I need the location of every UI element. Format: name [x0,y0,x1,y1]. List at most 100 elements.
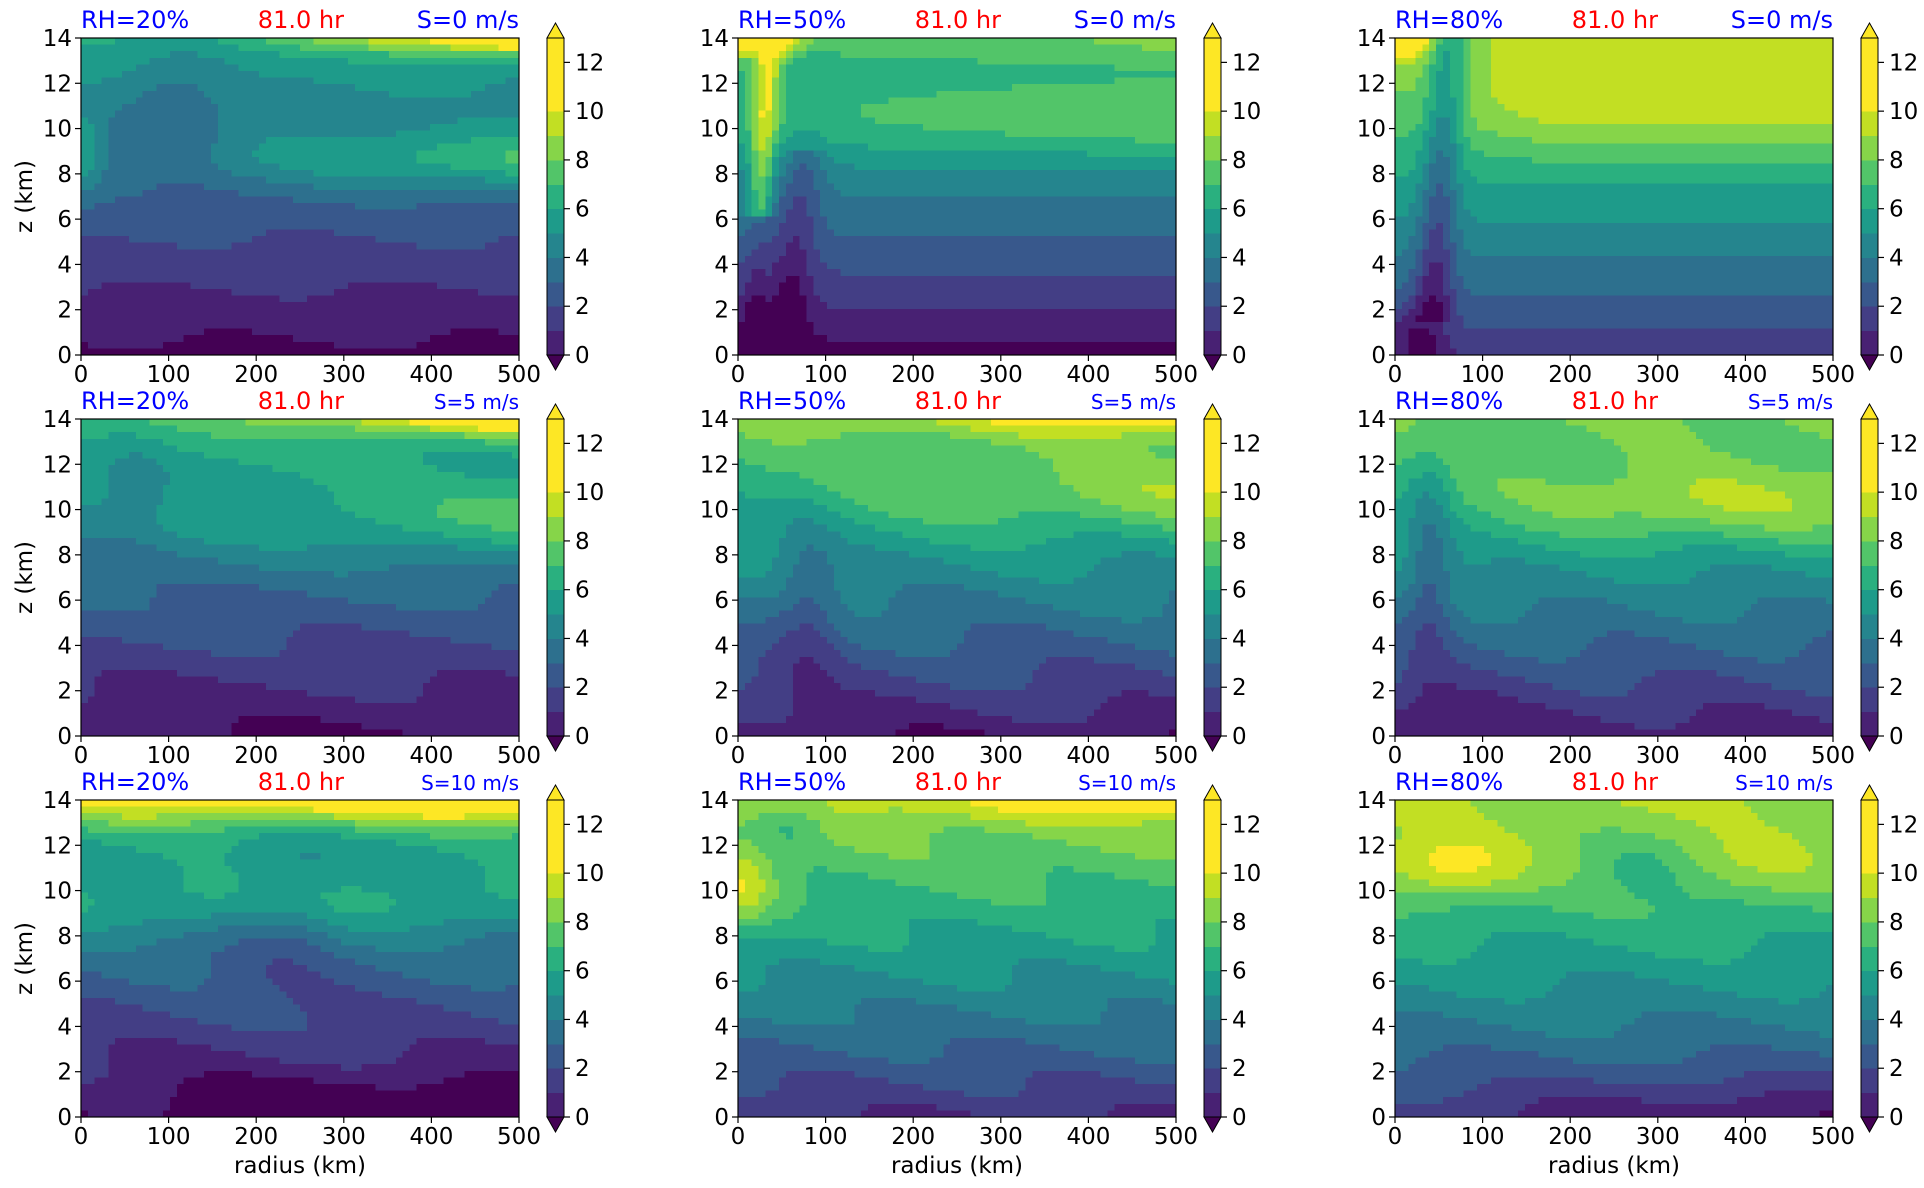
contour-cell [136,296,143,303]
contour-cell [1114,144,1121,151]
contour-cell [266,249,273,256]
contour-cell [444,210,451,217]
contour-cell [471,97,478,104]
contour-cell [916,130,923,137]
contour-cell [1060,197,1067,204]
contour-cell [259,130,266,137]
contour-cell [341,282,348,289]
contour-cell [1142,124,1149,131]
contour-cell [1094,84,1101,91]
contour-cell [115,163,122,170]
contour-cell [403,130,410,137]
contour-cell [882,210,889,217]
contour-cell [875,190,882,197]
contour-cell [779,111,786,118]
contour-cell [1155,177,1162,184]
contour-cell [389,124,396,131]
contour-cell [273,51,280,58]
contour-cell [745,130,752,137]
contour-cell [786,197,793,204]
contour-cell [813,170,820,177]
contour-cell [156,111,163,118]
contour-cell [772,104,779,111]
contour-cell [1142,223,1149,230]
contour-cell [88,309,95,316]
contour-cell [478,38,485,45]
contour-cell [478,249,485,256]
contour-cell [882,64,889,71]
contour-cell [1135,170,1142,177]
contour-cell [286,329,293,336]
contour-cell [382,170,389,177]
contour-cell [765,64,772,71]
contour-cell [1155,130,1162,137]
contour-cell [218,216,225,223]
contour-cell [314,177,321,184]
contour-cell [464,203,471,210]
contour-cell [348,263,355,270]
contour-cell [505,329,512,336]
contour-cell [266,302,273,309]
contour-cell [923,197,930,204]
contour-cell [266,203,273,210]
contour-cell [122,177,129,184]
contour-cell [492,236,499,243]
contour-cell [149,157,156,164]
contour-cell [437,38,444,45]
contour-cell [964,177,971,184]
contour-cell [498,243,505,250]
contour-cell [293,230,300,237]
contour-cell [936,130,943,137]
contour-cell [396,150,403,157]
contour-cell [1060,117,1067,124]
contour-cell [485,97,492,104]
contour-cell [485,71,492,78]
contour-cell [88,91,95,98]
contour-cell [81,84,88,91]
contour-cell [930,130,937,137]
contour-cell [464,302,471,309]
contour-cell [451,309,458,316]
contour-cell [909,58,916,65]
contour-cell [437,249,444,256]
contour-cell [1087,197,1094,204]
contour-cell [1128,216,1135,223]
contour-cell [971,91,978,98]
contour-cell [300,64,307,71]
contour-cell [396,78,403,85]
contour-cell [457,322,464,329]
contour-cell [156,45,163,52]
contour-cell [437,190,444,197]
contour-cell [923,177,930,184]
contour-cell [348,104,355,111]
contour-cell [355,84,362,91]
contour-cell [348,111,355,118]
contour-cell [943,150,950,157]
contour-cell [396,296,403,303]
contour-cell [314,58,321,65]
contour-cell [163,263,170,270]
contour-cell [854,150,861,157]
contour-cell [348,256,355,263]
contour-cell [170,157,177,164]
contour-cell [772,71,779,78]
contour-cell [368,64,375,71]
contour-cell [444,117,451,124]
contour-cell [1121,38,1128,45]
contour-cell [1060,183,1067,190]
contour-cell [759,137,766,144]
contour-cell [1060,163,1067,170]
contour-cell [102,117,109,124]
contour-cell [81,170,88,177]
contour-cell [108,309,115,316]
contour-cell [800,51,807,58]
contour-cell [321,315,328,322]
contour-cell [355,144,362,151]
contour-cell [204,315,211,322]
contour-cell [177,210,184,217]
contour-cell [136,45,143,52]
contour-cell [875,64,882,71]
contour-cell [348,64,355,71]
contour-cell [430,269,437,276]
contour-cell [252,230,259,237]
